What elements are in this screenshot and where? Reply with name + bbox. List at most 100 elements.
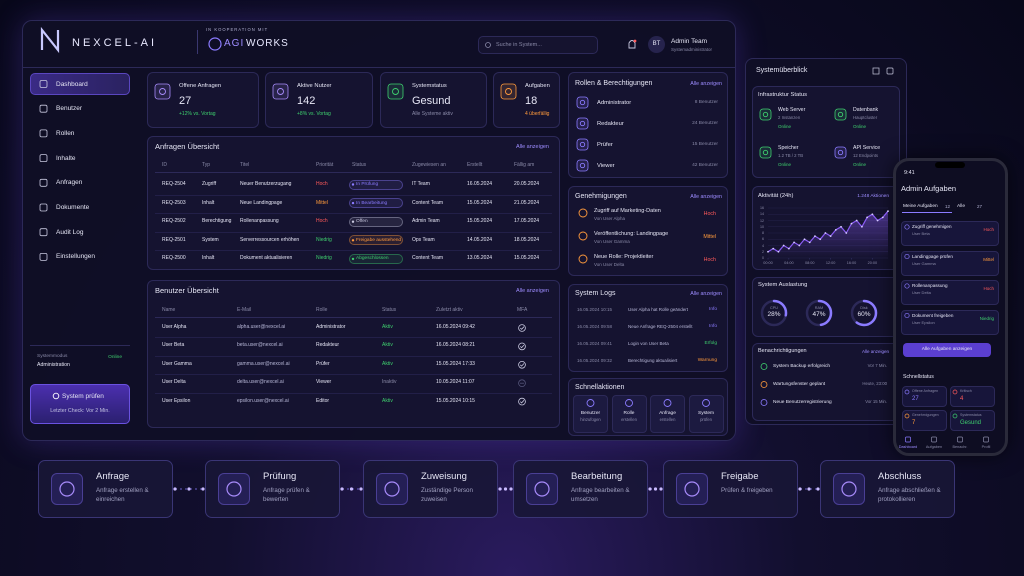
- notification-text: System Backup erfolgreich: [773, 364, 831, 369]
- request-team: Content Team: [412, 199, 444, 206]
- request-due: 21.05.2024: [514, 199, 540, 206]
- infra-status: Online: [853, 162, 867, 167]
- role-name: Redakteur: [597, 120, 624, 127]
- request-title: Neue Landingpage: [240, 199, 283, 206]
- workflow-icon: [218, 473, 250, 505]
- request-type: Zugriff: [202, 181, 217, 187]
- user-last: 10.05.2024 11:07: [436, 379, 475, 386]
- phone-nav-label[interactable]: Profil: [981, 445, 991, 449]
- infra-status: Online: [778, 124, 792, 129]
- phone-tab[interactable]: Alle: [957, 204, 965, 209]
- workflow-title: Zuweisung: [421, 471, 467, 482]
- request-id: REQ-2502: [162, 218, 186, 225]
- quick-label[interactable]: Anfrage: [659, 411, 676, 416]
- request-team: IT Team: [412, 181, 430, 187]
- phone-tab[interactable]: Meine Aufgaben: [903, 204, 938, 209]
- phone-nav-label[interactable]: Dashboard: [898, 445, 918, 449]
- phone-task[interactable]: [901, 309, 999, 335]
- phone-button-label[interactable]: Alle Aufgaben anzeigen: [921, 347, 973, 352]
- avatar[interactable]: [648, 36, 665, 53]
- panel-link[interactable]: Alle anzeigen: [515, 144, 549, 150]
- users-panel: [147, 280, 560, 428]
- partner-name: WORKS: [246, 38, 289, 49]
- phone-nav-label[interactable]: Benachr.: [952, 445, 968, 449]
- request-due: 18.05.2024: [514, 236, 540, 243]
- phone-task[interactable]: [901, 221, 999, 246]
- quick-label[interactable]: erstellen: [621, 417, 637, 422]
- nav-item[interactable]: Dokumente: [56, 204, 90, 211]
- panel-link[interactable]: Alle anzeigen: [515, 288, 549, 294]
- phone-nav-label[interactable]: Aufgaben: [925, 445, 943, 449]
- phone-title: Admin Aufgaben: [901, 184, 957, 193]
- row-rule: [155, 250, 552, 252]
- phone-button[interactable]: [903, 343, 991, 357]
- quick-label[interactable]: System: [698, 411, 714, 416]
- task-user: User Beta: [912, 231, 930, 236]
- section-title: System Auslastung: [758, 282, 808, 288]
- user-email: alpha.user@nexcel.ai: [237, 324, 286, 330]
- quick-label[interactable]: Benutzer: [580, 411, 601, 416]
- request-team: Content Team: [412, 255, 444, 262]
- infra-detail: 1.2 TB / 2 TB: [778, 153, 804, 158]
- user-status: Aktiv: [382, 397, 393, 404]
- mode-box: [30, 345, 130, 377]
- x-tick-label: 04:00: [784, 261, 794, 265]
- approval-title: Neue Rolle: Projektleiter: [594, 254, 654, 260]
- task-priority: Hoch: [983, 227, 994, 232]
- status-tile-label: Genehmigungen: [912, 413, 939, 417]
- role-count: 15 Benutzer: [692, 142, 718, 147]
- quick-label[interactable]: Rolle: [623, 411, 635, 416]
- log-message: User Alpha hat Rolle geändert: [628, 307, 689, 312]
- check-button[interactable]: [30, 384, 130, 424]
- table-header: Fällig am: [514, 162, 535, 168]
- request-team: Ops Team: [412, 236, 435, 243]
- panel-title: System Logs: [575, 290, 616, 297]
- search-box[interactable]: [478, 36, 598, 54]
- panel-title: Schnellaktionen: [575, 384, 625, 391]
- y-tick-label: 8: [762, 231, 764, 235]
- request-status: In Prüfung: [356, 182, 379, 187]
- panel-link[interactable]: Alle anzeigen: [861, 349, 889, 354]
- gauge-name: Disk: [860, 306, 868, 310]
- kpi-note: +12% vs. Vortag: [179, 111, 216, 117]
- x-tick-label: 20:00: [867, 261, 878, 265]
- quick-label[interactable]: prüfen: [700, 417, 712, 422]
- infra-status: Online: [778, 162, 792, 167]
- panel-title: Genehmigungen: [575, 193, 627, 200]
- nav-item[interactable]: Audit Log: [56, 228, 84, 236]
- phone-tab-active[interactable]: [902, 201, 952, 213]
- avatar-initials: BT: [652, 41, 661, 47]
- status-tile-value: Gesund: [960, 420, 982, 426]
- phone-task[interactable]: [901, 280, 999, 305]
- nav-item[interactable]: Rollen: [56, 129, 75, 137]
- request-title: Rollenanpassung: [240, 218, 279, 225]
- infra-detail: Hauptcluster: [853, 115, 878, 120]
- nav-item[interactable]: Inhalte: [56, 154, 76, 162]
- nav-item[interactable]: Benutzer: [56, 105, 83, 113]
- nav-item[interactable]: Anfragen: [56, 179, 83, 187]
- nav-item[interactable]: Einstellungen: [56, 253, 96, 261]
- nav-item-active[interactable]: [30, 73, 130, 95]
- quick-label[interactable]: erstellen: [659, 417, 676, 422]
- workflow-icon: [376, 473, 408, 505]
- request-type: System: [202, 236, 219, 243]
- nav-item[interactable]: Dashboard: [56, 80, 88, 88]
- search-placeholder: Suche in System...: [496, 42, 542, 48]
- y-tick-label: 14: [760, 212, 764, 217]
- phone-task[interactable]: [901, 250, 999, 276]
- kpi-value: 142: [297, 95, 316, 107]
- task-priority: Mittel: [983, 256, 994, 262]
- panel-link[interactable]: Alle anzeigen: [690, 194, 722, 200]
- log-level: Erfolg: [704, 341, 717, 346]
- x-tick-label: 16:00: [846, 261, 857, 265]
- log-level: Info: [708, 324, 717, 329]
- quick-label[interactable]: hinzufügen: [580, 417, 601, 422]
- notification-text: Wartungsfenster geplant: [773, 382, 826, 387]
- panel-link[interactable]: Alle anzeigen: [690, 81, 722, 87]
- table-header: Zugewiesen an: [412, 162, 446, 168]
- panel-title: Anfragen Übersicht: [155, 142, 220, 151]
- kpi-value: 18: [525, 95, 538, 107]
- check-button-label[interactable]: System prüfen: [62, 393, 104, 400]
- panel-link[interactable]: Alle anzeigen: [690, 291, 722, 297]
- activity-total: 1.248 Aktionen: [857, 194, 889, 199]
